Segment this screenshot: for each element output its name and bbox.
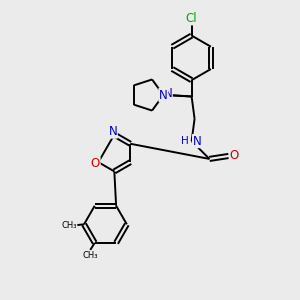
Text: N: N	[109, 125, 117, 138]
Text: CH₃: CH₃	[61, 221, 77, 230]
Text: N: N	[193, 135, 201, 148]
Text: Cl: Cl	[186, 12, 197, 25]
Text: O: O	[91, 157, 100, 170]
Text: N: N	[164, 87, 172, 100]
Text: O: O	[229, 149, 239, 162]
Text: CH₃: CH₃	[82, 251, 98, 260]
Text: N: N	[159, 88, 168, 101]
Text: H: H	[181, 136, 189, 146]
